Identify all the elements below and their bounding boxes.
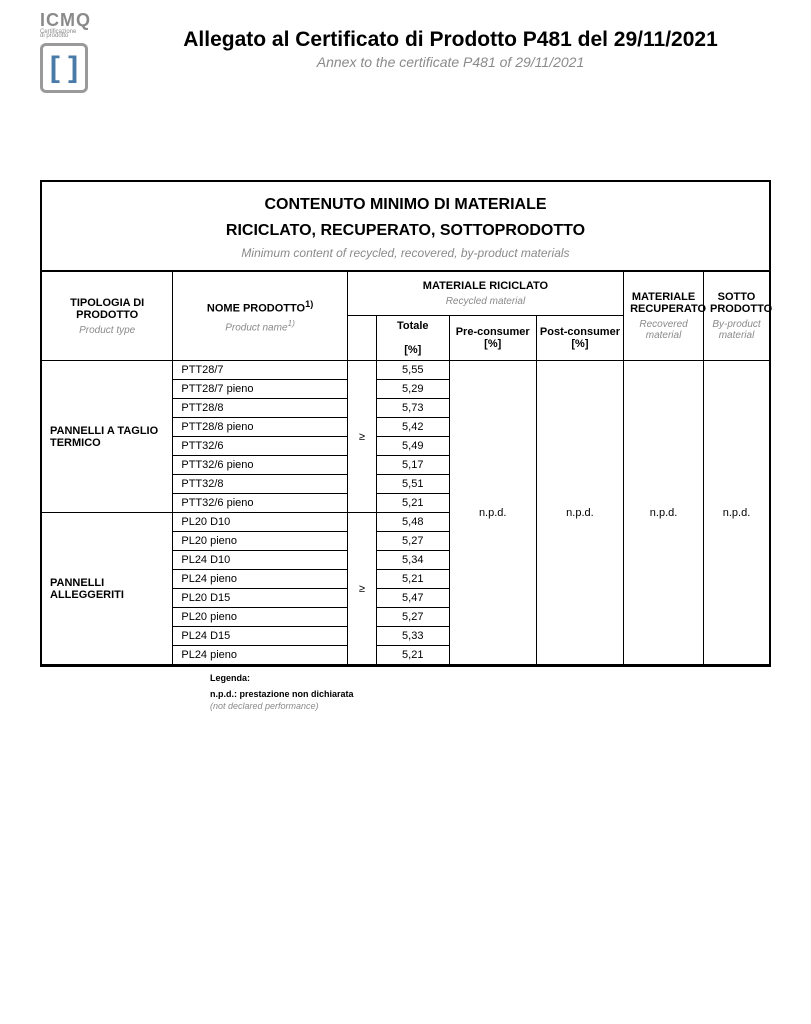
box-title-line2: RICICLATO, RECUPERATO, SOTTOPRODOTTO (52, 222, 759, 240)
table-body: PANNELLI A TAGLIO TERMICOPTT28/7≥5,55n.p… (42, 361, 769, 665)
total-value: 5,47 (376, 589, 449, 608)
sub-post-label: Post-consumer (540, 326, 620, 338)
sub-totale-label: Totale (397, 320, 429, 332)
sub-post-unit: [%] (571, 338, 588, 350)
sub-pre-unit: [%] (484, 338, 501, 350)
col-riciclato: MATERIALE RICICLATO Recycled material (347, 272, 623, 316)
sub-pre: Pre-consumer [%] (449, 316, 536, 361)
legend-title: Legenda: (210, 673, 771, 683)
sub-pre-label: Pre-consumer (456, 326, 530, 338)
product-name: PTT28/7 (173, 361, 347, 380)
logo-sub2: di prodotto (40, 33, 120, 39)
gte-symbol: ≥ (347, 513, 376, 665)
product-name: PL20 pieno (173, 608, 347, 627)
col-tipologia-en: Product type (48, 325, 166, 336)
col-nome-en-sup: 1) (288, 318, 295, 328)
total-value: 5,29 (376, 380, 449, 399)
product-name: PTT28/8 pieno (173, 418, 347, 437)
product-name: PL24 pieno (173, 646, 347, 665)
col-recuperato-en: Recovered material (630, 319, 697, 341)
npd-cell: n.p.d. (449, 361, 536, 665)
col-sotto-en: By-product material (710, 319, 763, 341)
product-name: PTT32/8 (173, 475, 347, 494)
page-subtitle: Annex to the certificate P481 of 29/11/2… (130, 54, 771, 70)
col-tipologia: TIPOLOGIA DI PRODOTTO Product type (42, 272, 173, 361)
logo-block: ICMQ Certificazione di prodotto [ ] (40, 10, 120, 93)
total-value: 5,27 (376, 532, 449, 551)
legend-row-en: (not declared performance) (210, 701, 771, 711)
total-value: 5,17 (376, 456, 449, 475)
total-value: 5,21 (376, 570, 449, 589)
total-value: 5,21 (376, 494, 449, 513)
legend-row: n.p.d.: prestazione non dichiarata (210, 689, 771, 699)
page-title: Allegato al Certificato di Prodotto P481… (130, 28, 771, 52)
total-value: 5,55 (376, 361, 449, 380)
content-box: CONTENUTO MINIMO DI MATERIALE RICICLATO,… (40, 180, 771, 667)
logo-name: ICMQ (40, 10, 120, 31)
materials-table: TIPOLOGIA DI PRODOTTO Product type NOME … (42, 272, 769, 665)
product-name: PL24 D10 (173, 551, 347, 570)
group-label: PANNELLI ALLEGGERITI (42, 513, 173, 665)
total-value: 5,21 (376, 646, 449, 665)
col-nome: NOME PRODOTTO1) Product name1) (173, 272, 347, 361)
table-row: PANNELLI A TAGLIO TERMICOPTT28/7≥5,55n.p… (42, 361, 769, 380)
total-value: 5,51 (376, 475, 449, 494)
total-value: 5,42 (376, 418, 449, 437)
box-subtitle: Minimum content of recycled, recovered, … (52, 246, 759, 260)
sub-totale: Totale [%] (376, 316, 449, 361)
total-value: 5,27 (376, 608, 449, 627)
legend: Legenda: n.p.d.: prestazione non dichiar… (210, 673, 771, 711)
product-name: PL20 D10 (173, 513, 347, 532)
col-nome-sup: 1) (305, 299, 313, 309)
product-name: PTT32/6 pieno (173, 494, 347, 513)
npd-cell: n.p.d. (704, 361, 769, 665)
total-value: 5,34 (376, 551, 449, 570)
product-name: PTT32/6 (173, 437, 347, 456)
col-riciclato-en: Recycled material (354, 296, 617, 307)
col-recuperato-it: MATERIALE RECUPERATO (630, 291, 706, 315)
sub-post: Post-consumer [%] (536, 316, 623, 361)
col-tipologia-it: TIPOLOGIA DI PRODOTTO (70, 297, 144, 321)
bracket-icon: [ ] (50, 53, 78, 83)
total-value: 5,48 (376, 513, 449, 532)
page-header: Allegato al Certificato di Prodotto P481… (130, 28, 771, 70)
sub-totale-unit: [%] (404, 344, 421, 356)
product-name: PTT28/7 pieno (173, 380, 347, 399)
col-recuperato: MATERIALE RECUPERATO Recovered material (624, 272, 704, 361)
gte-symbol: ≥ (347, 361, 376, 513)
total-value: 5,33 (376, 627, 449, 646)
total-value: 5,49 (376, 437, 449, 456)
box-header: CONTENUTO MINIMO DI MATERIALE RICICLATO,… (42, 182, 769, 272)
col-riciclato-it: MATERIALE RICICLATO (423, 280, 548, 292)
col-sotto-it: SOTTO PRODOTTO (710, 291, 772, 315)
box-title-line1: CONTENUTO MINIMO DI MATERIALE (52, 196, 759, 214)
product-name: PL20 pieno (173, 532, 347, 551)
product-name: PTT28/8 (173, 399, 347, 418)
total-value: 5,73 (376, 399, 449, 418)
npd-cell: n.p.d. (624, 361, 704, 665)
product-name: PL24 D15 (173, 627, 347, 646)
col-nome-it: NOME PRODOTTO (207, 302, 305, 314)
logo-mark: [ ] (40, 43, 88, 93)
product-name: PTT32/6 pieno (173, 456, 347, 475)
product-name: PL20 D15 (173, 589, 347, 608)
product-name: PL24 pieno (173, 570, 347, 589)
sub-empty (347, 316, 376, 361)
col-sotto: SOTTO PRODOTTO By-product material (704, 272, 769, 361)
col-nome-en: Product name (225, 322, 287, 333)
npd-cell: n.p.d. (536, 361, 623, 665)
group-label: PANNELLI A TAGLIO TERMICO (42, 361, 173, 513)
